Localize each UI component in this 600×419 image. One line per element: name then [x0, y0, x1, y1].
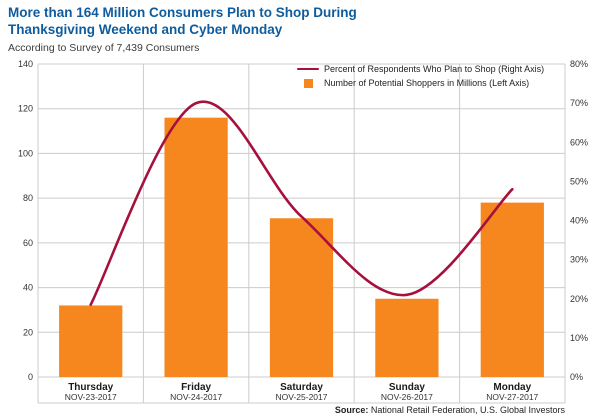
- y-axis-tick-right: 0%: [570, 372, 583, 382]
- y-axis-tick-right: 30%: [570, 255, 588, 265]
- source-label: Source:: [334, 405, 369, 415]
- x-label-date: NOV-27-2017: [486, 392, 538, 402]
- y-axis-tick-left: 20: [23, 327, 33, 337]
- legend-row-line: Percent of Respondents Who Plan to Shop …: [296, 64, 544, 74]
- legend-swatch-wrap: [296, 78, 320, 88]
- y-axis-tick-left: 60: [23, 238, 33, 248]
- x-label-day: Sunday: [389, 382, 426, 393]
- y-axis-tick-right: 50%: [570, 176, 588, 186]
- line-series-path: [89, 100, 514, 306]
- legend-row-bar: Number of Potential Shoppers in Millions…: [296, 78, 544, 88]
- chart-subtitle: According to Survey of 7,439 Consumers: [8, 42, 200, 54]
- page-title: More than 164 Million Consumers Plan to …: [8, 5, 357, 39]
- y-axis-tick-left: 40: [23, 283, 33, 293]
- legend-line-label: Percent of Respondents Who Plan to Shop …: [324, 64, 545, 74]
- bar-sunday: [375, 298, 439, 377]
- line-series-swatch: [297, 67, 319, 71]
- x-label-date: NOV-25-2017: [276, 392, 328, 402]
- legend-bar-label: Number of Potential Shoppers in Millions…: [324, 78, 530, 88]
- x-label-date: NOV-24-2017: [170, 392, 222, 402]
- chart-title-line1: More than 164 Million Consumers Plan to …: [8, 5, 357, 20]
- y-axis-tick-left: 80: [23, 193, 33, 203]
- x-label-day: Saturday: [280, 382, 323, 393]
- bar-series-swatch: [303, 78, 313, 88]
- y-axis-tick-left: 100: [18, 148, 33, 158]
- source-note: Source: National Retail Federation, U.S.…: [335, 405, 565, 415]
- x-label-day: Monday: [493, 382, 531, 393]
- y-axis-tick-right: 40%: [570, 216, 588, 226]
- y-axis-tick-right: 60%: [570, 137, 588, 147]
- bar-monday: [480, 202, 544, 377]
- x-label-day: Thursday: [68, 382, 113, 393]
- y-axis-tick-right: 20%: [570, 294, 588, 304]
- legend-swatch-wrap: [296, 67, 320, 71]
- y-axis-tick-right: 10%: [570, 333, 588, 343]
- x-label-date: NOV-26-2017: [381, 392, 433, 402]
- y-axis-tick-right: 80%: [570, 59, 588, 69]
- source-text: National Retail Federation, U.S. Global …: [368, 405, 565, 415]
- y-axis-tick-right: 70%: [570, 98, 588, 108]
- x-label-day: Friday: [181, 382, 211, 393]
- x-label-date: NOV-23-2017: [65, 392, 117, 402]
- y-axis-tick-left: 120: [18, 104, 33, 114]
- legend: Percent of Respondents Who Plan to Shop …: [296, 64, 544, 92]
- chart-title-line2: Thanksgiving Weekend and Cyber Monday: [8, 21, 283, 37]
- y-axis-tick-left: 140: [18, 59, 33, 69]
- y-axis-tick-left: 0: [28, 372, 33, 382]
- bar-friday: [164, 117, 228, 378]
- bar-saturday: [269, 218, 334, 377]
- bar-thursday: [59, 305, 123, 377]
